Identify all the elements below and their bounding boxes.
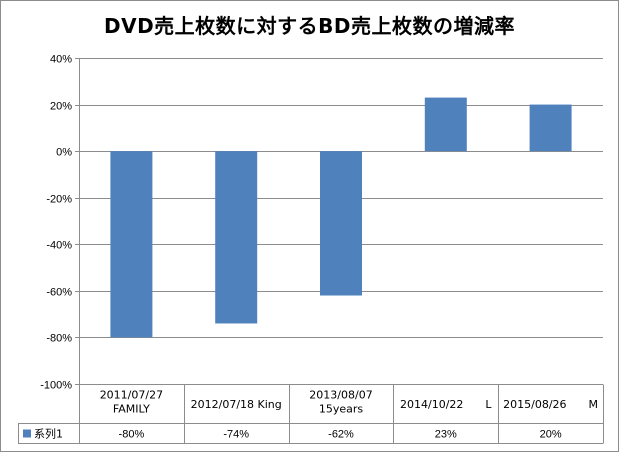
y-axis-tick-labels: 40% 20% 0% -20% -40% -60% -80% -100% bbox=[40, 54, 72, 392]
y-tick-label: -60% bbox=[46, 287, 72, 299]
data-label: -74% bbox=[223, 429, 249, 441]
data-label: -80% bbox=[119, 429, 145, 441]
bar bbox=[110, 151, 153, 338]
legend-label: 系列1 bbox=[34, 427, 63, 441]
category-label: 2011/07/27 bbox=[100, 389, 163, 402]
y-tick-label: -40% bbox=[46, 240, 72, 252]
y-tick-label: 20% bbox=[50, 101, 72, 113]
bar bbox=[529, 104, 572, 152]
category-label: 2012/07/18 King bbox=[191, 398, 282, 411]
y-tick-label: -20% bbox=[46, 194, 72, 206]
category-label: 2013/08/07 bbox=[309, 389, 372, 402]
bar bbox=[320, 151, 362, 296]
category-label: 15years bbox=[319, 403, 364, 416]
bar bbox=[215, 151, 258, 324]
y-tick-label: -100% bbox=[40, 380, 72, 392]
chart-title: DVD売上枚数に対するBD売上枚数の増減率 bbox=[103, 14, 516, 38]
y-tick-label: 40% bbox=[50, 54, 72, 66]
y-tick-label: 0% bbox=[56, 147, 72, 159]
y-tick-label: -80% bbox=[46, 333, 72, 345]
bar bbox=[424, 97, 467, 152]
data-label: 23% bbox=[435, 429, 457, 441]
data-label: 20% bbox=[540, 429, 562, 441]
category-label: 2015/08/26 M bbox=[503, 398, 598, 411]
data-label: -62% bbox=[328, 429, 354, 441]
category-label: 2014/10/22 L bbox=[400, 398, 492, 411]
category-label: FAMILY bbox=[113, 403, 150, 416]
legend-swatch bbox=[23, 429, 31, 438]
bar-series bbox=[110, 97, 572, 338]
axes bbox=[75, 58, 80, 443]
